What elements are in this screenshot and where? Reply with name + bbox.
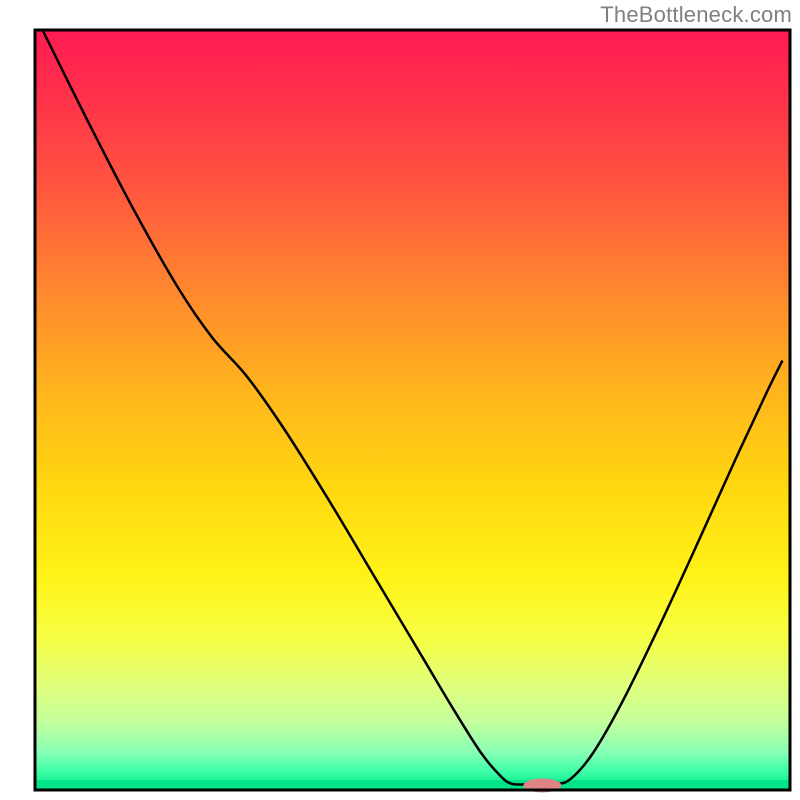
bottleneck-chart bbox=[0, 0, 800, 800]
watermark-text: TheBottleneck.com bbox=[600, 2, 792, 28]
chart-background bbox=[35, 30, 790, 790]
